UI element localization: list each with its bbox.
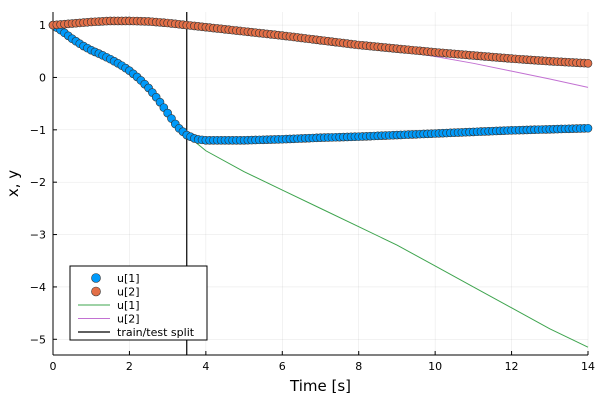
y-tick-label: −3 <box>30 229 46 242</box>
legend: u[1]u[2]u[1]u[2]train/test split <box>69 265 208 341</box>
x-tick-label: 14 <box>581 360 595 373</box>
y-tick-label: −4 <box>30 281 46 294</box>
y-tick-label: −2 <box>30 176 46 189</box>
legend-label: u[2] <box>117 313 140 326</box>
axes: 0 2 4 6 8 10 12 14 −5 −4 −3 −2 −1 0 1 <box>30 12 595 373</box>
y-tick-label: −5 <box>30 333 46 346</box>
x-tick-label: 6 <box>279 360 286 373</box>
legend-label: u[2] <box>117 286 140 299</box>
x-tick-label: 2 <box>126 360 133 373</box>
data-point <box>583 59 593 68</box>
y-axis-title: x, y <box>4 170 22 197</box>
legend-label: train/test split <box>117 326 195 339</box>
series-markers <box>48 20 593 145</box>
data-point <box>583 123 593 133</box>
x-tick-label: 4 <box>202 360 209 373</box>
y-tick-label: −1 <box>30 124 46 137</box>
x-tick-label: 0 <box>50 360 57 373</box>
x-tick-label: 12 <box>505 360 519 373</box>
legend-label: u[1] <box>117 299 140 312</box>
x-tick-label: 8 <box>355 360 362 373</box>
y-tick-label: 0 <box>39 71 46 84</box>
legend-label: u[1] <box>117 272 140 285</box>
legend-marker <box>91 286 101 297</box>
x-axis-title: Time [s] <box>289 377 351 395</box>
y-tick-label: 1 <box>39 19 46 32</box>
x-tick-label: 10 <box>428 360 442 373</box>
legend-marker <box>91 273 101 283</box>
series <box>48 12 593 355</box>
series-markers <box>48 16 593 68</box>
